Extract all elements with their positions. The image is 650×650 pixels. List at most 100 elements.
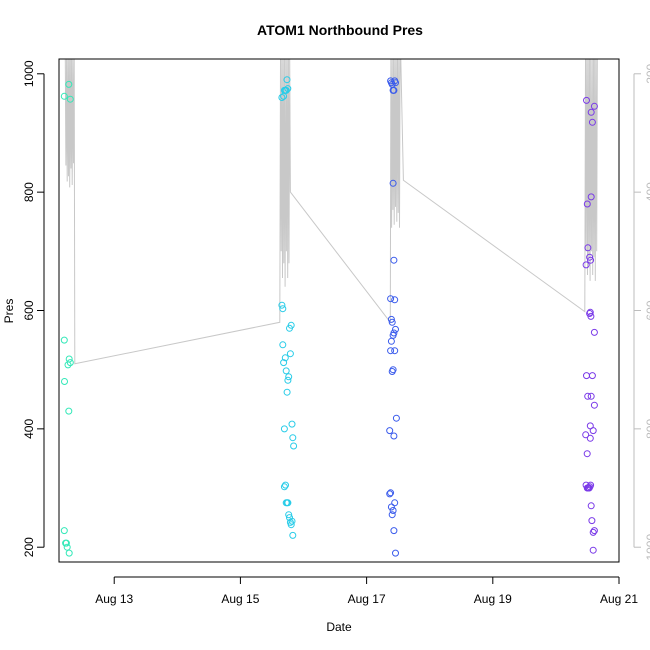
data-point [288, 517, 296, 525]
data-point [387, 347, 395, 355]
data-point [391, 296, 399, 304]
data-point [590, 102, 598, 110]
y-tick-label: 800 [22, 182, 36, 202]
data-point [586, 253, 594, 261]
data-point [587, 108, 595, 116]
data-point [391, 499, 399, 507]
data-point [287, 321, 295, 329]
data-point [583, 200, 591, 208]
data-point [392, 325, 399, 333]
data-point [390, 527, 398, 535]
data-point [290, 442, 298, 450]
data-point [65, 80, 73, 88]
data-point [590, 527, 598, 535]
right-tick-label: 200 [644, 63, 650, 83]
data-point [285, 511, 293, 519]
data-point [61, 378, 68, 385]
y-tick-label: 600 [22, 300, 36, 320]
x-tick-label: Aug 21 [600, 592, 638, 606]
data-point [590, 328, 598, 336]
data-point [279, 305, 287, 313]
data-point [587, 312, 595, 320]
data-point [392, 79, 399, 87]
y-tick-label: 200 [22, 537, 36, 557]
data-point [583, 96, 590, 104]
data-point [282, 481, 289, 489]
data-point [289, 531, 297, 539]
data-point [60, 336, 68, 344]
data-point [388, 368, 396, 375]
data-point [586, 308, 594, 316]
data-point [285, 373, 293, 381]
data-point [389, 507, 397, 514]
data-point [387, 295, 395, 303]
data-point [63, 543, 71, 551]
x-tick-label: Aug 17 [348, 592, 386, 606]
data-point [583, 450, 591, 458]
x-tick-label: Aug 15 [221, 592, 259, 606]
x-axis: Aug 13 Aug 15 Aug 17 Aug 19 Aug 21 [95, 576, 638, 606]
data-point [288, 420, 296, 428]
data-point [60, 92, 68, 100]
data-point [66, 359, 74, 367]
data-point [588, 118, 596, 126]
data-point [588, 517, 596, 525]
data-point [284, 85, 292, 93]
data-point [392, 549, 399, 557]
data-point [387, 315, 395, 323]
data-point [65, 549, 73, 557]
plot-frame [58, 58, 620, 563]
data-point [584, 244, 592, 252]
data-point [587, 193, 595, 201]
x-axis-label: Date [326, 620, 352, 634]
data-point [279, 341, 287, 349]
data-point [587, 256, 595, 264]
data-point [586, 434, 594, 442]
data-point [280, 425, 288, 433]
data-point [287, 521, 295, 529]
data-points [60, 76, 598, 557]
data-point [589, 546, 597, 554]
data-point [65, 355, 73, 363]
x-tick-label: Aug 19 [474, 592, 512, 606]
y-tick-label: 400 [22, 419, 36, 439]
data-point [387, 503, 395, 511]
y-tick-label: 1000 [22, 60, 36, 87]
data-point [588, 372, 596, 380]
data-point [590, 401, 598, 409]
data-point [390, 329, 398, 337]
data-point [278, 301, 286, 309]
data-point [582, 261, 590, 269]
y-axis-right: 200 400 600 800 1000 [633, 63, 650, 561]
right-tick-label: 400 [644, 182, 650, 202]
y-axis: 200 400 600 800 1000 [22, 60, 45, 557]
data-point [582, 431, 590, 439]
data-point [589, 528, 597, 536]
pressure-trace [64, 58, 598, 365]
data-point [281, 354, 289, 362]
data-point [280, 483, 288, 491]
right-tick-label: 1000 [644, 534, 650, 561]
chart-title: ATOM1 Northbound Pres [257, 22, 423, 38]
data-point [388, 318, 396, 326]
data-point [392, 414, 400, 422]
right-tick-label: 800 [644, 419, 650, 439]
x-tick-label: Aug 13 [95, 592, 133, 606]
data-point [388, 511, 396, 519]
data-point [584, 392, 592, 400]
data-point [387, 489, 395, 497]
data-point [587, 481, 595, 489]
data-point [60, 527, 68, 535]
data-point [283, 388, 291, 396]
y-axis-label: Pres [2, 299, 16, 324]
data-point [386, 490, 394, 498]
right-tick-label: 600 [644, 300, 650, 320]
data-point [387, 337, 395, 345]
data-point [583, 372, 590, 380]
data-point [390, 86, 398, 94]
data-point [589, 427, 597, 435]
data-point [282, 86, 290, 94]
data-point [587, 392, 595, 400]
data-point [389, 179, 397, 187]
